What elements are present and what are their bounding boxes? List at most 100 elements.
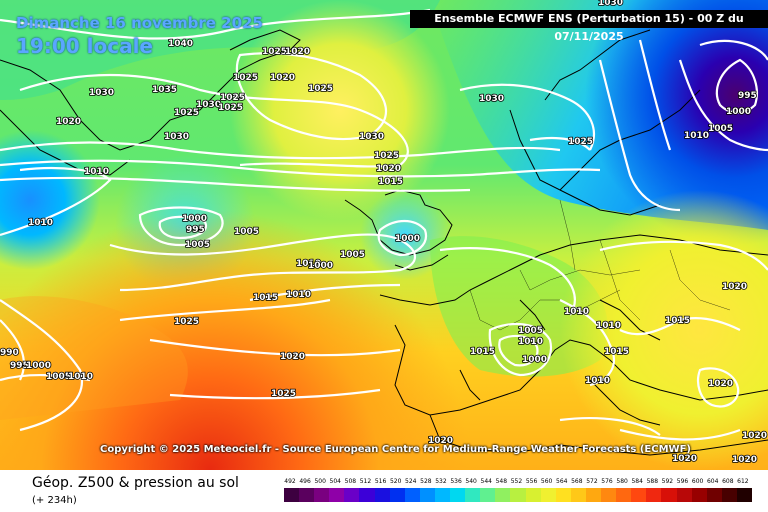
isobar-label: 1005 — [234, 227, 259, 237]
legend-swatch — [465, 488, 481, 502]
isobars — [0, 8, 768, 441]
legend-swatch — [450, 488, 466, 502]
isobar-label: 1030 — [196, 100, 221, 110]
legend-value: 560 — [540, 478, 553, 485]
legend-value: 532 — [435, 478, 447, 485]
isobar-label: 1025 — [174, 108, 199, 118]
legend-swatch — [389, 488, 406, 502]
legend-value: 564 — [556, 478, 568, 485]
isobar-label: 1010 — [585, 376, 610, 386]
legend-swatch — [329, 488, 345, 502]
isobar-label: 1020 — [708, 379, 733, 389]
isobar-label: 1020 — [732, 455, 757, 465]
legend-swatch — [736, 488, 753, 502]
isobar-label: 1030 — [89, 88, 114, 98]
legend-swatch — [525, 488, 542, 502]
legend-swatch — [676, 488, 693, 502]
legend-value: 612 — [737, 478, 749, 485]
legend-swatch — [540, 488, 557, 502]
legend-swatch — [495, 488, 511, 502]
isobar-label: 1010 — [84, 167, 109, 177]
isobar-label: 1000 — [182, 214, 207, 224]
legend-value: 548 — [495, 478, 508, 485]
isobar-label: 1015 — [253, 293, 278, 303]
isobar-label: 995 — [10, 361, 29, 371]
isobar-label: 1010 — [564, 307, 589, 317]
legend-swatch — [570, 488, 587, 502]
legend-swatch — [510, 488, 527, 502]
legend-swatch — [601, 488, 617, 502]
isobar-label: 1025 — [308, 84, 333, 94]
legend-value: 516 — [374, 478, 387, 485]
isobar-label: 1000 — [726, 107, 751, 117]
map-canvas: 1040 1035 1030 1020 1025 1020 1025 1020 … — [0, 0, 768, 470]
isobar-label: 1030 — [479, 94, 504, 104]
isobar-label: 1000 — [26, 361, 51, 371]
isobar-label: 1030 — [598, 0, 623, 8]
isobar-label: 1020 — [672, 454, 697, 464]
color-legend: 492 496 500 504 508 512 516 520 524 528 532 536 540 5… — [284, 478, 753, 508]
legend-swatch — [646, 488, 662, 502]
legend-swatch — [314, 488, 330, 502]
isobar-label: 1020 — [280, 352, 305, 362]
legend-value: 508 — [344, 478, 357, 485]
isobar-label: 1005 — [518, 326, 543, 336]
forecast-date: Dimanche 16 novembre 2025 — [16, 14, 263, 32]
isobar-label: 1005 — [708, 124, 733, 134]
legend-value: 596 — [676, 478, 689, 485]
isobar-label: 1025 — [174, 317, 199, 327]
legend-swatch — [299, 488, 315, 502]
weather-map: 1040 1035 1030 1020 1025 1020 1025 1020 … — [0, 0, 768, 470]
legend-swatch — [721, 488, 738, 502]
legend-value: 552 — [510, 478, 523, 485]
legend-value: 572 — [586, 478, 598, 485]
legend-value: 568 — [571, 478, 583, 485]
legend-swatch — [555, 488, 572, 502]
legend-value: 504 — [329, 478, 341, 485]
isobar-label: 1025 — [220, 93, 245, 103]
isobar-label: 1000 — [308, 261, 333, 271]
legend-swatch — [480, 488, 496, 502]
isobar-labels: 1040 1035 1030 1020 1025 1020 1025 1020 … — [0, 0, 768, 466]
legend-swatch — [434, 488, 451, 502]
isobar-label: 1025 — [271, 389, 296, 399]
map-title: Géop. Z500 & pression au sol — [32, 475, 239, 491]
isobar-label: 1025 — [262, 47, 287, 57]
isobar-label: 1025 — [374, 151, 399, 161]
legend-swatch — [374, 488, 391, 502]
legend-value: 520 — [389, 478, 402, 485]
copyright-notice: Copyright © 2025 Meteociel.fr - Source E… — [100, 444, 691, 455]
legend-swatch — [706, 488, 723, 502]
isobar-label: 1025 — [568, 137, 593, 147]
isobar-label: 1015 — [470, 347, 495, 357]
legend-swatch — [404, 488, 421, 502]
isobar-label: 1020 — [376, 164, 401, 174]
isobar-label: 990 — [0, 348, 19, 358]
isobar-label: 995 — [738, 91, 757, 101]
model-run-info: Ensemble ECMWF ENS (Perturbation 15) - 0… — [410, 10, 768, 43]
isobar-label: 1000 — [395, 234, 420, 244]
legend-value: 588 — [646, 478, 659, 485]
legend-value: 544 — [480, 478, 492, 485]
isobar-label: 1020 — [722, 282, 747, 292]
isobar-label: 1030 — [359, 132, 384, 142]
legend-value: 584 — [631, 478, 643, 485]
isobar-label: 1025 — [233, 73, 258, 83]
isobar-label: 1015 — [665, 316, 690, 326]
legend-value: 496 — [299, 478, 311, 485]
legend-swatch — [344, 488, 360, 502]
isobar-label: 1010 — [286, 290, 311, 300]
legend-value: 580 — [616, 478, 628, 485]
isobar-label: 1025 — [218, 103, 243, 113]
isobar-label: 1020 — [285, 47, 310, 57]
isobar-label: 1010 — [596, 321, 621, 331]
isobar-label: 995 — [186, 225, 205, 235]
legend-value: 540 — [465, 478, 477, 485]
legend-value: 512 — [359, 478, 372, 485]
legend-value: 592 — [661, 478, 674, 485]
legend-value: 492 — [284, 478, 296, 485]
legend-swatch — [631, 488, 647, 502]
isobar-label: 1030 — [164, 132, 189, 142]
isobar-label: 1005 — [340, 250, 365, 260]
legend-swatch — [616, 488, 632, 502]
